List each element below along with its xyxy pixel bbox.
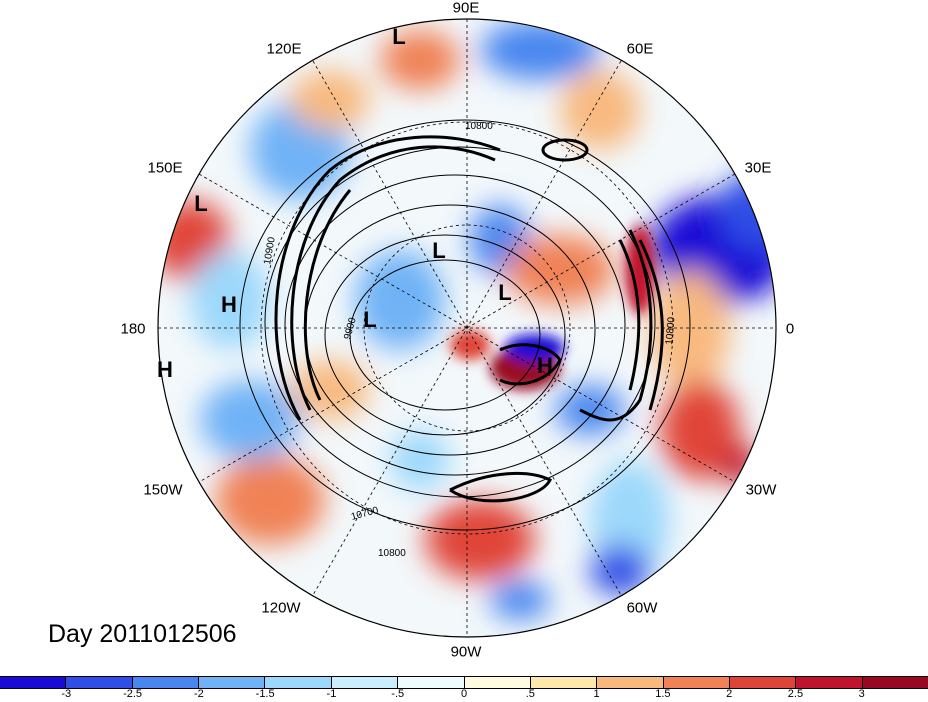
colorbar-tick-label: 2 [726, 688, 733, 700]
lon-label-90w: 90W [450, 643, 482, 661]
high-pressure-marker: H [537, 353, 553, 378]
map-boundary [157, 18, 777, 638]
lon-label-150e: 150E [147, 159, 183, 177]
lon-label-0: 0 [785, 320, 795, 338]
date-label: Day 2011012506 [48, 620, 237, 648]
colorbar-segment [796, 677, 863, 688]
colorbar-segment [663, 677, 730, 688]
contour-label: 10800 [378, 548, 406, 559]
colorbar-segment [199, 677, 266, 688]
colorbar-segment [331, 677, 399, 688]
lon-label-120w: 120W [261, 599, 301, 617]
colorbar-tick-label: 1.5 [655, 688, 671, 700]
colorbar-tick-label: 1 [593, 688, 600, 700]
colorbar-segment [132, 677, 200, 688]
colorbar-tick-label: -2.5 [123, 688, 143, 700]
lon-label-60e: 60E [626, 40, 654, 58]
contour-label: 10900 [262, 236, 278, 266]
lon-label-30w: 30W [745, 481, 777, 499]
lon-label-90e: 90E [452, 0, 480, 17]
colorbar-tick-label: 3 [858, 688, 865, 700]
graticule [158, 19, 776, 637]
lon-label-180: 180 [120, 320, 146, 338]
colorbar-tick-label: .5 [525, 688, 535, 700]
lon-label-150w: 150W [143, 481, 183, 499]
lon-label-60w: 60W [626, 599, 658, 617]
colorbar-tick-label: -1 [326, 688, 337, 700]
lon-label-120e: 120E [266, 40, 302, 58]
low-pressure-marker: L [392, 24, 406, 49]
colorbar-tick-label: 2.5 [787, 688, 804, 700]
colorbar-segment [0, 677, 67, 688]
anomaly-field [158, 19, 776, 637]
colorbar-segment [464, 677, 531, 688]
colorbar-tick-label: 0 [460, 688, 468, 700]
low-pressure-marker: L [498, 280, 512, 305]
low-pressure-marker: L [194, 191, 208, 216]
contour-label-group: 10800 10900 9900 10700 10800 10800 [262, 121, 677, 559]
high-pressure-marker: H [157, 357, 173, 382]
colorbar-tick-label: -2 [193, 688, 204, 700]
contour-label: 10800 [465, 121, 493, 132]
colorbar-segment [729, 677, 797, 688]
lon-label-30e: 30E [744, 159, 772, 177]
colorbar-segment [66, 677, 133, 688]
contour-label: 10800 [664, 316, 677, 345]
colorbar-tick-label: -3 [61, 688, 72, 700]
colorbar-segment [530, 677, 598, 688]
height-contours [239, 119, 691, 531]
colorbar-segment [597, 677, 664, 688]
colorbar-tick-label: -1.5 [255, 688, 275, 700]
colorbar-ticks: -3 -2.5 -2 -1.5 -1 -.5 0 .5 1 1.5 2 2.5 3 [0, 688, 928, 702]
low-pressure-marker: L [363, 307, 377, 332]
colorbar-segment [862, 677, 928, 688]
colorbar [0, 676, 928, 689]
colorbar-tick-label: -.5 [391, 688, 405, 700]
high-pressure-marker: H [221, 292, 237, 317]
low-pressure-marker: L [432, 238, 446, 263]
colorbar-segment [398, 677, 465, 688]
colorbar-segment [265, 677, 332, 688]
